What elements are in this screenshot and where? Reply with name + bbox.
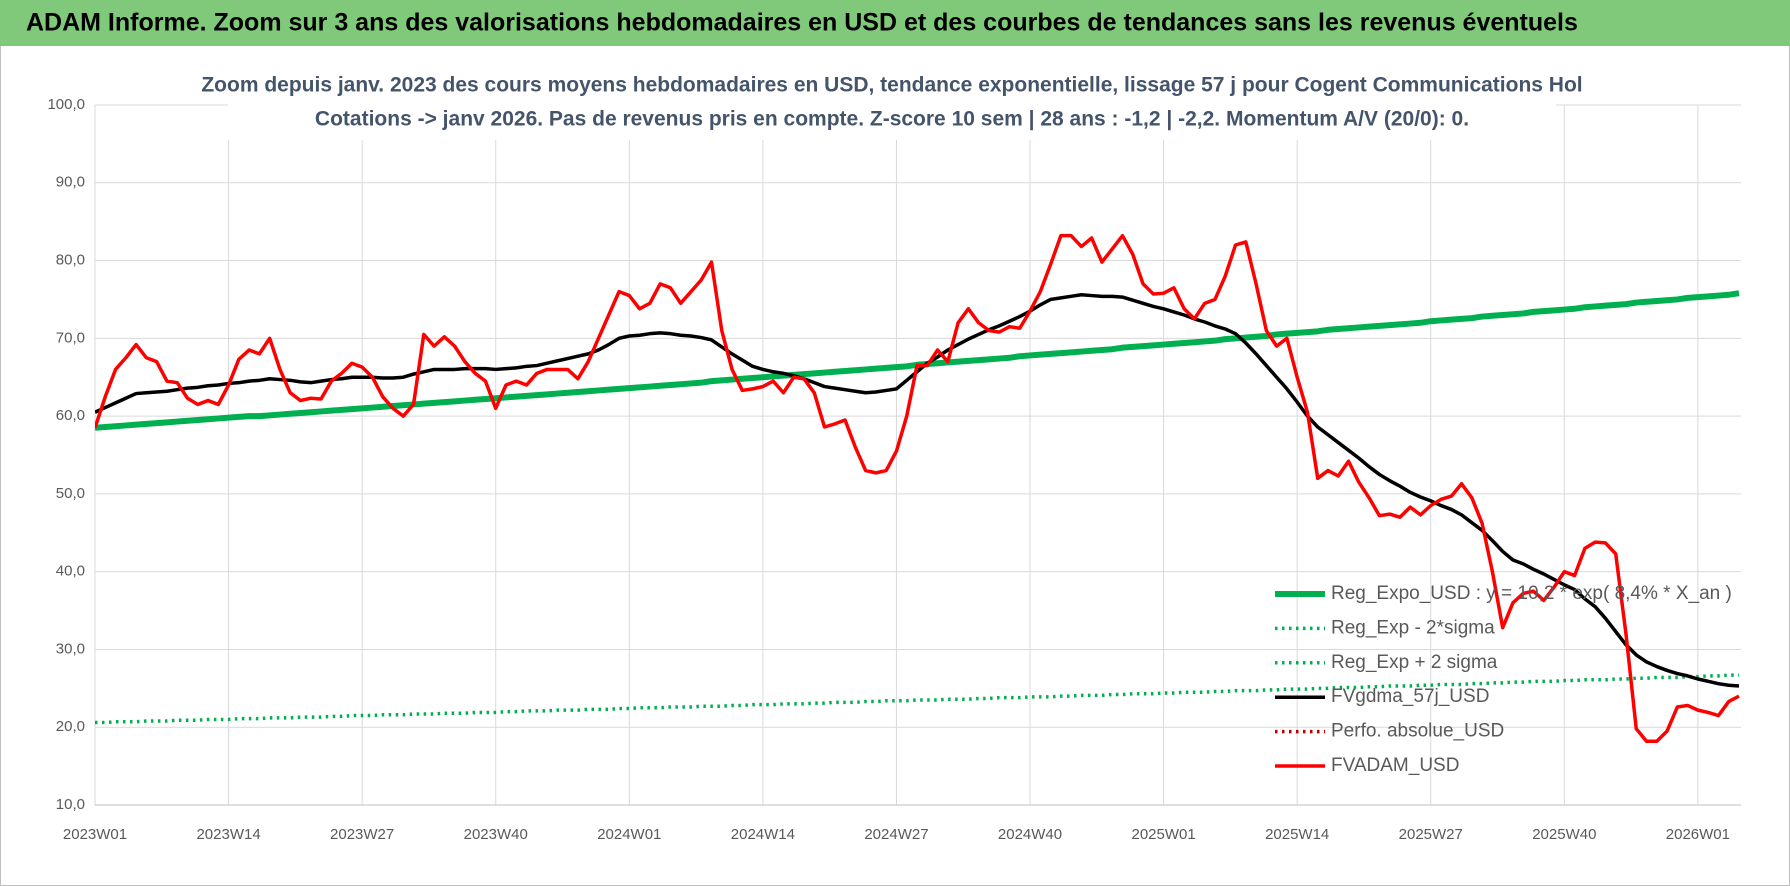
x-tick-label: 2024W01	[597, 826, 661, 843]
y-tick-label: 90,0	[56, 174, 85, 191]
x-tick-label: 2024W40	[998, 826, 1062, 843]
x-tick-label: 2023W01	[63, 826, 127, 843]
x-tick-label: 2025W01	[1131, 826, 1195, 843]
legend-label: FVgdma_57j_USD	[1331, 686, 1489, 707]
title-bar	[0, 0, 1790, 46]
y-tick-label: 10,0	[56, 796, 85, 813]
x-tick-label: 2024W14	[731, 826, 795, 843]
x-tick-label: 2025W14	[1265, 826, 1329, 843]
y-tick-label: 50,0	[56, 485, 85, 502]
legend-label: Reg_Expo_USD : y = 10,2 * exp( 8,4% * X_…	[1331, 583, 1732, 604]
subtitle-box	[228, 66, 1556, 140]
x-tick-label: 2023W14	[196, 826, 260, 843]
subtitle: Cotations -> janv 2026. Pas de revenus p…	[315, 108, 1469, 131]
x-tick-label: 2025W27	[1399, 826, 1463, 843]
legend-label: Reg_Exp + 2 sigma	[1331, 652, 1498, 673]
y-tick-label: 80,0	[56, 252, 85, 269]
x-tick-label: 2026W01	[1666, 826, 1730, 843]
y-tick-label: 20,0	[56, 718, 85, 735]
y-tick-label: 100,0	[47, 96, 85, 113]
x-tick-label: 2023W40	[464, 826, 528, 843]
legend-label: Reg_Exp - 2*sigma	[1331, 617, 1495, 638]
legend-label: FVADAM_USD	[1331, 755, 1459, 776]
subtitle: Zoom depuis janv. 2023 des cours moyens …	[201, 74, 1582, 97]
chart-title: ADAM Informe. Zoom sur 3 ans des valoris…	[26, 9, 1578, 37]
y-tick-label: 60,0	[56, 407, 85, 424]
x-tick-label: 2023W27	[330, 826, 394, 843]
series-line	[95, 673, 1739, 725]
legend: Reg_Expo_USD : y = 10,2 * exp( 8,4% * X_…	[1275, 583, 1732, 776]
legend-label: Perfo. absolue_USD	[1331, 721, 1504, 742]
x-tick-label: 2025W40	[1532, 826, 1596, 843]
y-tick-label: 30,0	[56, 640, 85, 657]
series-line	[95, 233, 1740, 743]
y-tick-label: 40,0	[56, 563, 85, 580]
x-tick-label: 2024W27	[864, 826, 928, 843]
plot	[95, 233, 1740, 743]
y-tick-label: 70,0	[56, 329, 85, 346]
